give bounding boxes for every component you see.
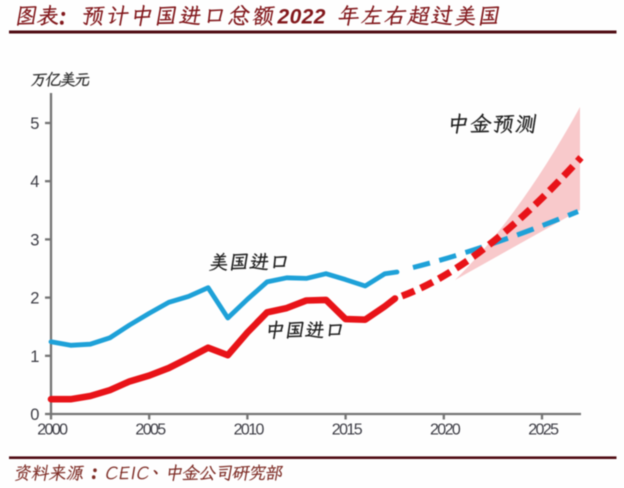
svg-text:2025: 2025 [528, 422, 559, 439]
svg-text:2010: 2010 [234, 422, 265, 439]
svg-text:2020: 2020 [430, 422, 461, 439]
svg-text:0: 0 [30, 406, 39, 424]
svg-text:5: 5 [30, 115, 39, 133]
svg-text:2022: 2022 [277, 5, 326, 28]
svg-text:2000: 2000 [37, 422, 68, 439]
svg-text:4: 4 [30, 173, 39, 191]
svg-text:2005: 2005 [135, 422, 166, 439]
svg-text:2015: 2015 [332, 422, 363, 439]
svg-text:2: 2 [30, 290, 39, 308]
svg-text:3: 3 [30, 231, 39, 249]
svg-text:1: 1 [30, 348, 39, 366]
